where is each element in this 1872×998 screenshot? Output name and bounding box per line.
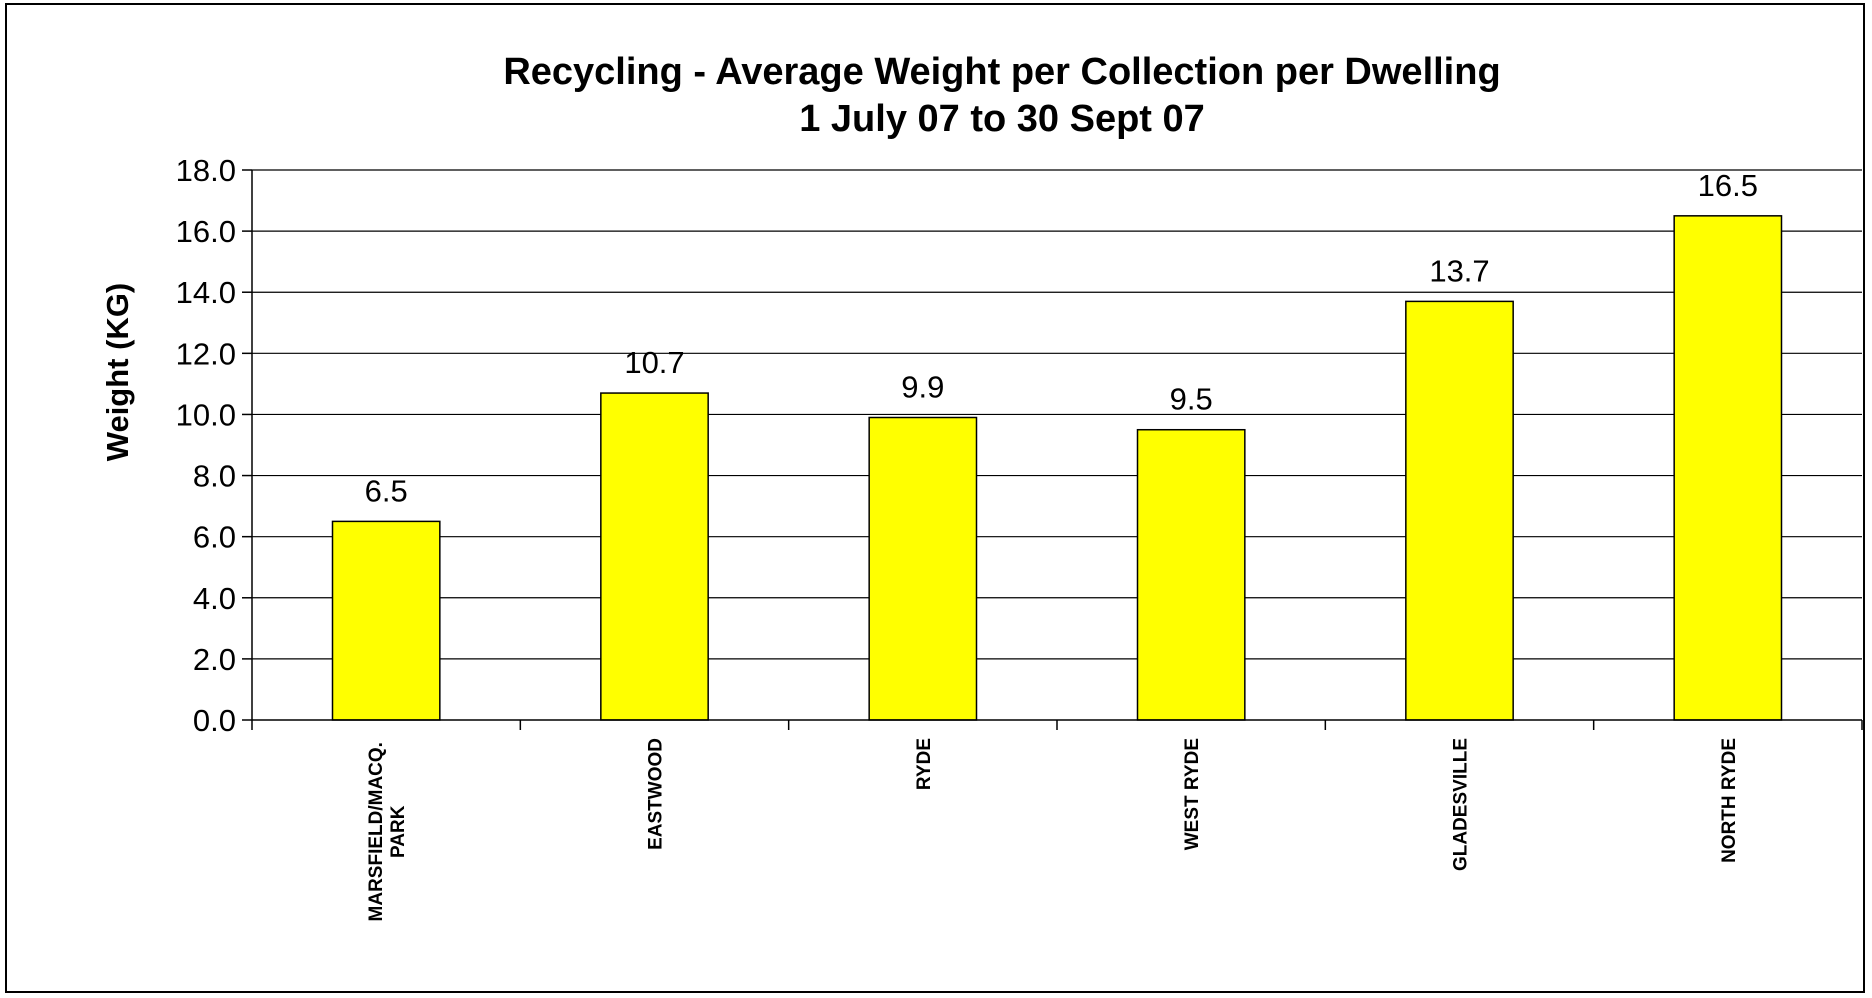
y-tick-label: 16.0: [176, 214, 236, 249]
y-tick-label: 10.0: [176, 397, 236, 432]
category-label: GLADESVILLE: [1451, 738, 1472, 871]
chart-title: Recycling - Average Weight per Collectio…: [503, 51, 1500, 93]
value-label: 9.9: [901, 370, 944, 405]
axes: [242, 169, 1863, 730]
y-tick-label: 6.0: [193, 520, 236, 555]
value-label: 9.5: [1170, 382, 1213, 417]
value-label: 13.7: [1429, 253, 1489, 288]
category-label: RYDE: [914, 738, 935, 790]
bars: [331, 215, 1783, 721]
y-tick-label: 18.0: [176, 153, 236, 188]
category-label: NORTH RYDE: [1719, 738, 1740, 863]
category-label: EASTWOOD: [646, 738, 667, 850]
bar: [331, 520, 441, 721]
y-tick-label: 12.0: [176, 336, 236, 371]
value-labels: 6.5 10.7 9.9 9.5 13.7 16.5: [365, 168, 1758, 509]
value-label: 6.5: [365, 473, 408, 508]
category-label: MARSFIELD/MACQ.PARK: [366, 742, 409, 921]
y-tick-label: 14.0: [176, 275, 236, 310]
y-tick-label: 0.0: [193, 703, 236, 738]
bar: [600, 392, 709, 721]
y-tick-labels: 0.0 2.0 4.0 6.0 8.0 10.0 12.0 14.0 16.0 18.0: [176, 153, 236, 738]
y-axis-label: Weight (KG): [100, 283, 135, 462]
gridlines: [252, 169, 1862, 660]
category-label: WEST RYDE: [1182, 738, 1203, 850]
y-tick-label: 8.0: [193, 459, 236, 494]
x-tick-labels: MARSFIELD/MACQ.PARK EASTWOOD RYDE WEST RYDE…: [366, 738, 1740, 921]
bar: [868, 416, 978, 721]
bar: [1673, 215, 1783, 721]
y-tick-label: 2.0: [193, 642, 236, 677]
y-tick-label: 4.0: [193, 581, 236, 616]
value-label: 16.5: [1698, 168, 1758, 203]
value-label: 10.7: [624, 345, 684, 380]
bar: [1136, 428, 1246, 721]
bar: [1405, 300, 1514, 721]
chart-subtitle: 1 July 07 to 30 Sept 07: [799, 98, 1205, 140]
